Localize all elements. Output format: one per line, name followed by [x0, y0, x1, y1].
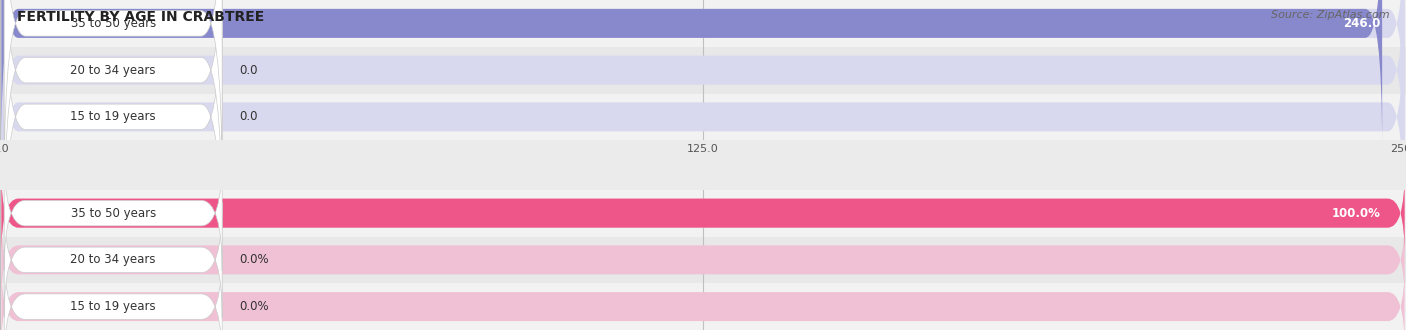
Text: 20 to 34 years: 20 to 34 years: [70, 64, 156, 77]
FancyBboxPatch shape: [1, 0, 1405, 243]
Text: 20 to 34 years: 20 to 34 years: [70, 253, 156, 266]
Text: 35 to 50 years: 35 to 50 years: [70, 207, 156, 220]
Bar: [0, 190, 1406, 237]
FancyBboxPatch shape: [1, 0, 1405, 149]
FancyBboxPatch shape: [4, 0, 222, 186]
Bar: [0, 283, 1406, 330]
Text: 0.0%: 0.0%: [239, 253, 269, 266]
Bar: [0, 237, 1406, 283]
FancyBboxPatch shape: [1, 172, 1405, 255]
Text: 246.0: 246.0: [1343, 17, 1381, 30]
Text: 0.0: 0.0: [239, 64, 257, 77]
FancyBboxPatch shape: [1, 265, 1405, 330]
FancyBboxPatch shape: [4, 0, 222, 233]
Text: 15 to 19 years: 15 to 19 years: [70, 110, 156, 123]
FancyBboxPatch shape: [4, 0, 222, 280]
FancyBboxPatch shape: [1, 218, 1405, 302]
Text: 100.0%: 100.0%: [1331, 207, 1381, 220]
FancyBboxPatch shape: [1, 0, 1382, 149]
FancyBboxPatch shape: [1, 0, 1405, 196]
Text: 0.0: 0.0: [239, 110, 257, 123]
Text: Source: ZipAtlas.com: Source: ZipAtlas.com: [1271, 10, 1389, 20]
FancyBboxPatch shape: [4, 249, 222, 330]
FancyBboxPatch shape: [4, 156, 222, 271]
Text: 35 to 50 years: 35 to 50 years: [70, 17, 156, 30]
Bar: [0, 47, 1406, 93]
Bar: [0, 0, 1406, 47]
Text: FERTILITY BY AGE IN CRABTREE: FERTILITY BY AGE IN CRABTREE: [17, 10, 264, 24]
FancyBboxPatch shape: [1, 172, 1405, 255]
Text: 0.0%: 0.0%: [239, 300, 269, 313]
Bar: [0, 93, 1406, 140]
FancyBboxPatch shape: [4, 203, 222, 317]
Text: 15 to 19 years: 15 to 19 years: [70, 300, 156, 313]
